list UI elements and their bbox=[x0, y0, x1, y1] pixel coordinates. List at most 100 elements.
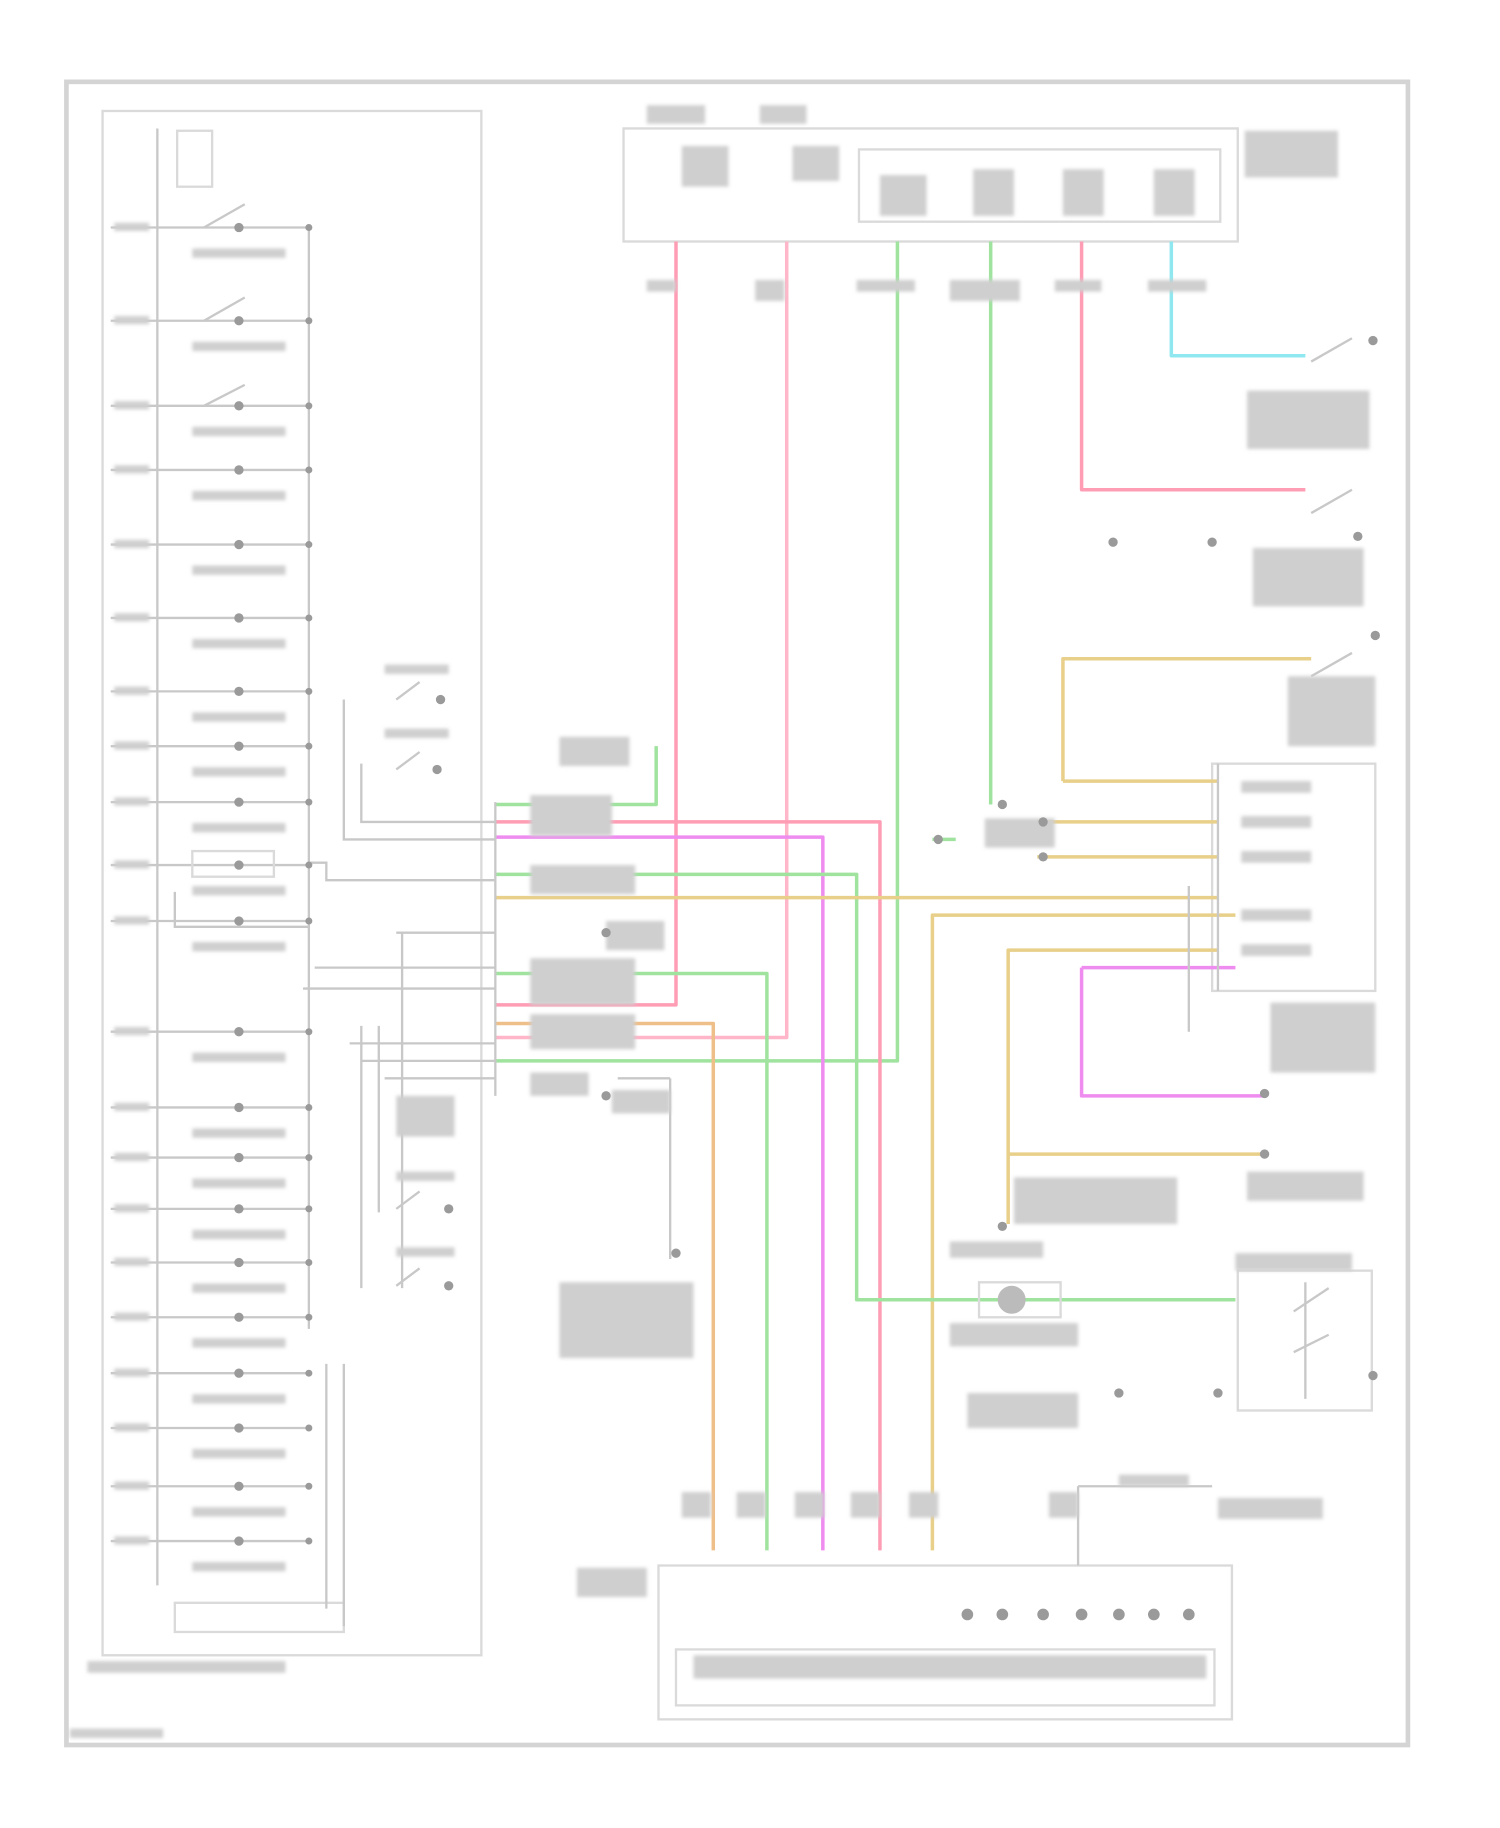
illegible-label bbox=[1118, 1474, 1189, 1487]
illegible-label bbox=[1241, 851, 1312, 863]
connector-dot bbox=[305, 1103, 313, 1111]
connector-dot bbox=[234, 316, 244, 326]
connector-dot bbox=[305, 1424, 313, 1432]
component-label bbox=[192, 490, 286, 501]
sensor-box-icon bbox=[977, 1281, 1062, 1319]
connector-dot bbox=[234, 797, 244, 807]
module-icon bbox=[191, 849, 276, 878]
illegible-label bbox=[879, 175, 927, 216]
pin-label bbox=[114, 860, 150, 869]
component-label bbox=[192, 1178, 286, 1188]
terminal-dot bbox=[1114, 1388, 1124, 1398]
switch-icon bbox=[1310, 651, 1353, 678]
illegible-label bbox=[87, 1661, 286, 1673]
illegible-label bbox=[606, 920, 665, 951]
top-module-inner-box bbox=[857, 148, 1222, 223]
terminal-dot bbox=[601, 1091, 611, 1101]
led-icon bbox=[1037, 1608, 1049, 1621]
blurred-labels bbox=[69, 105, 1376, 1739]
illegible-label bbox=[1048, 1492, 1079, 1518]
pin-label bbox=[114, 797, 150, 806]
illegible-label bbox=[973, 169, 1014, 216]
illegible-label bbox=[559, 1282, 694, 1359]
illegible-label bbox=[646, 105, 706, 124]
illegible-label bbox=[646, 279, 676, 292]
illegible-label bbox=[949, 279, 1020, 301]
component-label bbox=[192, 1448, 286, 1459]
illegible-label bbox=[1244, 130, 1338, 178]
connector-dot bbox=[305, 1537, 313, 1545]
terminal-dot bbox=[1038, 852, 1048, 862]
component-label bbox=[192, 638, 286, 649]
illegible-label bbox=[1241, 944, 1312, 956]
connector-dot bbox=[305, 917, 313, 925]
component-label bbox=[192, 1507, 286, 1517]
connector-dot bbox=[305, 861, 313, 869]
pin-label bbox=[114, 1257, 150, 1266]
connector-dot bbox=[234, 222, 244, 233]
illegible-label bbox=[530, 958, 636, 1005]
illegible-label bbox=[693, 1655, 1207, 1679]
connector-dot bbox=[305, 541, 313, 549]
illegible-label bbox=[396, 1247, 455, 1257]
illegible-label bbox=[792, 145, 840, 181]
illegible-label bbox=[794, 1492, 825, 1518]
wire-pink bbox=[495, 820, 882, 1551]
illegible-label bbox=[949, 1323, 1079, 1347]
pin-label bbox=[114, 1536, 150, 1545]
wire-tan bbox=[930, 913, 1236, 1551]
illegible-label bbox=[1148, 279, 1207, 292]
connector-dot bbox=[234, 465, 244, 475]
pin-label bbox=[114, 613, 150, 622]
illegible-label bbox=[1252, 548, 1364, 607]
bottom-control-module-box bbox=[657, 1564, 1234, 1721]
switch-icon bbox=[203, 203, 246, 229]
connector-dot bbox=[234, 401, 244, 411]
terminal-dot bbox=[671, 1248, 681, 1258]
gray-line bbox=[173, 891, 309, 928]
wire-green bbox=[495, 872, 1236, 1302]
pin-label bbox=[114, 222, 150, 232]
illegible-label bbox=[559, 736, 630, 766]
gray-line bbox=[360, 763, 496, 824]
switch-icon bbox=[395, 681, 421, 701]
terminal-dot bbox=[432, 764, 442, 775]
terminal-dot bbox=[1108, 537, 1118, 547]
wire-green bbox=[495, 241, 900, 1063]
terminal-dot bbox=[1353, 531, 1363, 542]
terminal-dot bbox=[444, 1204, 454, 1214]
connector-dot bbox=[305, 224, 313, 232]
led-icon bbox=[996, 1608, 1009, 1621]
switch-icon bbox=[395, 1190, 421, 1210]
terminal-dot bbox=[601, 927, 611, 938]
top-control-module-box bbox=[622, 127, 1239, 243]
illegible-label bbox=[1235, 1253, 1352, 1271]
illegible-label bbox=[1062, 169, 1104, 216]
illegible-label bbox=[755, 279, 785, 301]
terminal-dot bbox=[1259, 1088, 1270, 1099]
illegible-label bbox=[949, 1241, 1044, 1258]
component-label bbox=[192, 1052, 286, 1063]
connector-dot bbox=[305, 1154, 313, 1162]
component-label bbox=[192, 1229, 286, 1240]
component-label bbox=[192, 1562, 286, 1572]
illegible-label bbox=[967, 1393, 1079, 1428]
connector-dot bbox=[234, 741, 244, 751]
connector-dot bbox=[234, 1536, 244, 1546]
pin-label bbox=[114, 465, 150, 474]
cluster-bottom-box bbox=[173, 1601, 345, 1634]
connector-dot bbox=[234, 1312, 244, 1322]
component-label bbox=[192, 426, 286, 437]
diagram-frame bbox=[64, 79, 1411, 1748]
connector-dot bbox=[234, 1204, 244, 1214]
terminal-dot bbox=[1038, 817, 1048, 827]
switch-icon bbox=[395, 1267, 421, 1287]
illegible-label bbox=[1241, 909, 1312, 921]
wires bbox=[495, 241, 1312, 1551]
illegible-label bbox=[611, 1089, 671, 1114]
horn-icon bbox=[175, 129, 214, 188]
bottom-module-inner-box bbox=[674, 1648, 1216, 1707]
illegible-label bbox=[1241, 781, 1312, 793]
motor-icon bbox=[997, 1285, 1026, 1314]
illegible-label bbox=[1153, 169, 1195, 216]
